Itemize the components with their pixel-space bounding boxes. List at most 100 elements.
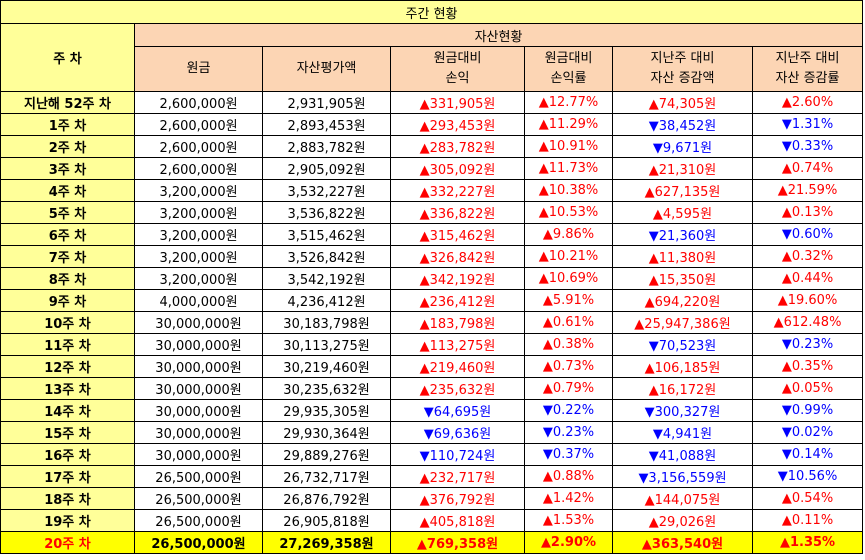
week-cell: 10주 차 xyxy=(0,311,135,334)
valuation-cell: 26,876,792원 xyxy=(262,487,391,510)
pl-rate-cell: ▲10.21% xyxy=(524,245,613,268)
pl-cell: ▲219,460원 xyxy=(390,355,525,378)
table-row: 15주 차 30,000,000원 29,930,364원 ▼69,636원 ▼0.23… xyxy=(0,421,864,444)
current-week-row: 20주 차 26,500,000원 27,269,358원 ▲769,358원 ▲2.9… xyxy=(0,531,864,554)
header-row-2: 원금 자산평가액 원금대비 손익 원금대비 손익률 지난주 대비 자산 증감액 지난주… xyxy=(1,46,864,92)
table-row: 14주 차 30,000,000원 29,935,305원 ▼64,695원 ▼0.22… xyxy=(0,399,864,422)
valuation-cell: 3,532,227원 xyxy=(262,179,391,202)
table-row: 지난해 52주 차 2,600,000원 2,931,905원 ▲331,905원 ▲1… xyxy=(0,91,864,114)
title-row: 주간 현황 xyxy=(0,0,864,24)
table-row: 16주 차 30,000,000원 29,889,276원 ▼110,724원 ▼0.3… xyxy=(0,443,864,466)
week-cell: 4주 차 xyxy=(0,179,135,202)
pl-rate-cell: ▲10.91% xyxy=(524,135,613,158)
week-cell: 3주 차 xyxy=(0,157,135,180)
pl-rate-cell: ▼0.37% xyxy=(524,443,613,466)
pl-rate-cell: ▲0.88% xyxy=(524,465,613,488)
pl-cell: ▲183,798원 xyxy=(390,311,525,334)
week-cell: 7주 차 xyxy=(0,245,135,268)
weekly-change-cell: ▲627,135원 xyxy=(612,179,753,202)
valuation-cell: 2,905,092원 xyxy=(262,157,391,180)
week-cell: 5주 차 xyxy=(0,201,135,224)
weekly-change-cell: ▲4,595원 xyxy=(612,201,753,224)
pl-cell: ▲336,822원 xyxy=(390,201,525,224)
weekly-change-cell: ▼300,327원 xyxy=(612,399,753,422)
table-row: 10주 차 30,000,000원 30,183,798원 ▲183,798원 ▲0.6… xyxy=(0,311,864,334)
week-cell: 12주 차 xyxy=(0,355,135,378)
week-cell: 15주 차 xyxy=(0,421,135,444)
table-row: 11주 차 30,000,000원 30,113,275원 ▲113,275원 ▲0.3… xyxy=(0,333,864,356)
pl-cell: ▲113,275원 xyxy=(390,333,525,356)
pl-cell: ▲332,227원 xyxy=(390,179,525,202)
weekly-change-rate-cell: ▼1.31% xyxy=(751,113,864,136)
week-cell: 지난해 52주 차 xyxy=(0,91,135,114)
pl-cell: ▲305,092원 xyxy=(390,157,525,180)
weekly-change-rate-cell: ▲0.35% xyxy=(751,355,864,378)
valuation-cell: 2,931,905원 xyxy=(262,91,391,114)
principal-cell: 30,000,000원 xyxy=(134,399,263,422)
principal-cell: 30,000,000원 xyxy=(134,421,263,444)
pl-rate-cell: ▲10.53% xyxy=(524,201,613,224)
weekly-change-cell: ▼3,156,559원 xyxy=(612,465,753,488)
pl-cell: ▲405,818원 xyxy=(390,509,525,532)
pl-cell: ▲331,905원 xyxy=(390,91,525,114)
valuation-cell: 27,269,358원 xyxy=(262,531,391,554)
weekly-change-cell: ▲11,380원 xyxy=(612,245,753,268)
principal-cell: 2,600,000원 xyxy=(134,113,263,136)
weekly-change-cell: ▲363,540원 xyxy=(612,531,753,554)
weekly-change-cell: ▼41,088원 xyxy=(612,443,753,466)
pl-cell: ▼110,724원 xyxy=(390,443,525,466)
weekly-change-rate-cell: ▲0.11% xyxy=(751,509,864,532)
table-row: 2주 차 2,600,000원 2,883,782원 ▲283,782원 ▲10.91%… xyxy=(0,135,864,158)
pl-cell: ▼69,636원 xyxy=(390,421,525,444)
weekly-change-rate-cell: ▼0.14% xyxy=(751,443,864,466)
principal-cell: 3,200,000원 xyxy=(134,179,263,202)
principal-cell: 2,600,000원 xyxy=(134,135,263,158)
principal-cell: 30,000,000원 xyxy=(134,333,263,356)
valuation-cell: 29,889,276원 xyxy=(262,443,391,466)
pl-cell: ▲376,792원 xyxy=(390,487,525,510)
week-header: 주 차 xyxy=(0,23,135,92)
pl-rate-cell: ▲0.79% xyxy=(524,377,613,400)
weekly-change-header: 지난주 대비 자산 증감액 xyxy=(612,46,753,92)
valuation-cell: 4,236,412원 xyxy=(262,289,391,312)
pl-cell: ▲293,453원 xyxy=(390,113,525,136)
weekly-change-cell: ▼21,360원 xyxy=(612,223,753,246)
valuation-cell: 2,883,782원 xyxy=(262,135,391,158)
table-row: 3주 차 2,600,000원 2,905,092원 ▲305,092원 ▲11.73%… xyxy=(0,157,864,180)
weekly-change-rate-cell: ▲19.60% xyxy=(751,289,864,312)
week-cell: 14주 차 xyxy=(0,399,135,422)
week-cell: 1주 차 xyxy=(0,113,135,136)
week-cell: 16주 차 xyxy=(0,443,135,466)
week-cell: 17주 차 xyxy=(0,465,135,488)
table-row: 5주 차 3,200,000원 3,536,822원 ▲336,822원 ▲10.53%… xyxy=(0,201,864,224)
pl-rate-cell: ▲0.38% xyxy=(524,333,613,356)
principal-cell: 30,000,000원 xyxy=(134,377,263,400)
principal-cell: 26,500,000원 xyxy=(134,487,263,510)
pl-rate-cell: ▲2.90% xyxy=(524,531,613,554)
pl-rate-cell: ▲10.69% xyxy=(524,267,613,290)
week-cell: 8주 차 xyxy=(0,267,135,290)
pl-cell: ▼64,695원 xyxy=(390,399,525,422)
weekly-change-rate-cell: ▼10.56% xyxy=(751,465,864,488)
valuation-cell: 29,930,364원 xyxy=(262,421,391,444)
week-cell: 6주 차 xyxy=(0,223,135,246)
weekly-change-cell: ▲106,185원 xyxy=(612,355,753,378)
weekly-change-rate-cell: ▲21.59% xyxy=(751,179,864,202)
pl-rate-cell: ▲10.38% xyxy=(524,179,613,202)
weekly-change-cell: ▼70,523원 xyxy=(612,333,753,356)
weekly-change-rate-cell: ▼0.60% xyxy=(751,223,864,246)
table-row: 7주 차 3,200,000원 3,526,842원 ▲326,842원 ▲10.21%… xyxy=(0,245,864,268)
weekly-change-rate-cell: ▲612.48% xyxy=(751,311,864,334)
weekly-change-rate-cell: ▲0.13% xyxy=(751,201,864,224)
principal-cell: 30,000,000원 xyxy=(134,311,263,334)
valuation-cell: 3,526,842원 xyxy=(262,245,391,268)
weekly-change-rate-cell: ▲2.60% xyxy=(751,91,864,114)
table-row: 17주 차 26,500,000원 26,732,717원 ▲232,717원 ▲0.8… xyxy=(0,465,864,488)
weekly-change-rate-cell: ▼0.23% xyxy=(751,333,864,356)
week-cell: 13주 차 xyxy=(0,377,135,400)
weekly-change-cell: ▲144,075원 xyxy=(612,487,753,510)
principal-cell: 3,200,000원 xyxy=(134,201,263,224)
valuation-cell: 3,542,192원 xyxy=(262,267,391,290)
header-row-1: 주 차 자산현황 xyxy=(0,23,864,92)
valuation-cell: 30,113,275원 xyxy=(262,333,391,356)
